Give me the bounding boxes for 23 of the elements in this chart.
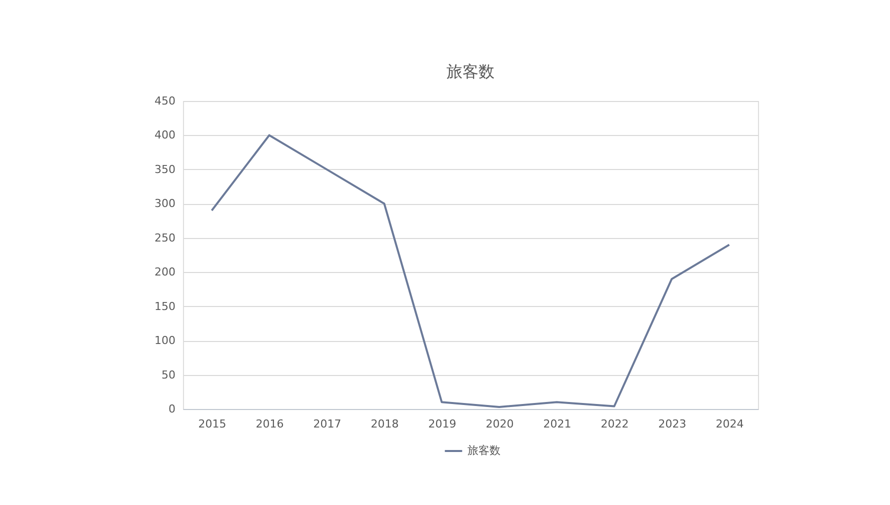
y-tick-label: 300 (154, 197, 176, 210)
y-tick-label: 350 (154, 162, 176, 176)
y-tick-label: 50 (162, 368, 176, 382)
y-tick-label: 250 (154, 231, 176, 244)
x-tick-label: 2019 (428, 418, 456, 430)
y-tick-label: 450 (154, 94, 176, 108)
x-tick-label: 2022 (600, 418, 629, 430)
y-tick-label: 100 (154, 334, 176, 348)
y-tick-label: 200 (154, 266, 176, 279)
y-tick-label: 0 (168, 402, 176, 416)
x-tick-label: 2016 (256, 418, 284, 430)
x-tick-label: 2024 (716, 418, 744, 430)
chart-title: 旅客数 (446, 62, 494, 81)
y-tick-label: 400 (154, 128, 176, 142)
y-tick-label: 150 (154, 300, 176, 313)
x-tick-label: 2015 (198, 418, 226, 430)
line-series (210, 134, 730, 408)
legend-label: 旅客数 (468, 444, 500, 457)
x-tick-label: 2023 (658, 418, 686, 430)
x-tick-label: 2018 (370, 418, 399, 430)
x-tick-label: 2020 (486, 418, 514, 430)
x-tick-label: 2021 (543, 418, 572, 430)
x-tick-label: 2017 (313, 418, 342, 430)
